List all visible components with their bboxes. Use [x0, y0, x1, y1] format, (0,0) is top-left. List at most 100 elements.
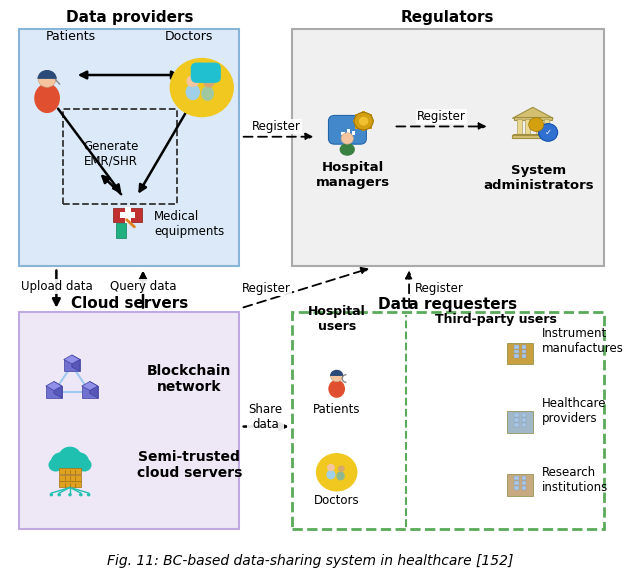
Circle shape — [330, 370, 343, 382]
Polygon shape — [54, 382, 62, 398]
Circle shape — [49, 493, 53, 496]
Bar — [60, 475, 81, 481]
Text: Hospital
users: Hospital users — [308, 305, 365, 333]
Bar — [353, 120, 355, 123]
Bar — [355, 126, 358, 129]
Circle shape — [77, 458, 92, 472]
Circle shape — [68, 493, 72, 496]
Bar — [522, 345, 527, 348]
Bar — [522, 481, 527, 485]
Bar — [508, 411, 533, 433]
Text: Patients: Patients — [46, 30, 96, 42]
Bar — [64, 359, 80, 371]
Text: Doctors: Doctors — [164, 30, 213, 42]
Circle shape — [58, 493, 61, 496]
Bar — [514, 423, 518, 427]
Circle shape — [186, 75, 199, 87]
Text: Doctors: Doctors — [314, 494, 360, 507]
Bar — [362, 129, 365, 131]
Circle shape — [359, 117, 369, 125]
Text: Semi-trusted
cloud servers: Semi-trusted cloud servers — [137, 450, 242, 480]
Text: Blockchain
network: Blockchain network — [147, 364, 232, 394]
Bar — [514, 350, 518, 354]
Bar — [291, 312, 604, 529]
Text: Register: Register — [242, 282, 291, 295]
Bar — [522, 350, 527, 354]
Bar — [125, 207, 131, 223]
Ellipse shape — [328, 380, 345, 398]
Wedge shape — [330, 370, 343, 376]
Text: Third-party users: Third-party users — [435, 313, 557, 325]
Bar — [522, 423, 527, 427]
FancyBboxPatch shape — [191, 62, 221, 83]
Bar — [514, 413, 518, 417]
Text: Register: Register — [417, 110, 466, 123]
Text: Query data: Query data — [109, 280, 176, 293]
Circle shape — [79, 493, 83, 496]
Text: Upload data: Upload data — [20, 280, 92, 293]
Bar — [514, 345, 518, 348]
Circle shape — [354, 112, 373, 130]
Bar — [113, 208, 142, 222]
Text: Healthcare
providers: Healthcare providers — [542, 397, 607, 425]
Ellipse shape — [337, 472, 345, 480]
Bar — [347, 129, 350, 135]
Bar — [514, 117, 552, 120]
Bar — [514, 476, 518, 480]
Circle shape — [316, 453, 358, 492]
Bar — [536, 119, 540, 134]
Bar — [548, 132, 550, 139]
Bar — [63, 109, 177, 203]
Bar — [508, 474, 533, 496]
Bar — [548, 132, 550, 139]
Ellipse shape — [186, 84, 200, 100]
Polygon shape — [46, 382, 62, 390]
Bar — [342, 132, 345, 135]
Ellipse shape — [34, 83, 60, 113]
Circle shape — [49, 458, 63, 472]
Polygon shape — [90, 382, 98, 398]
Bar — [19, 312, 239, 529]
Circle shape — [529, 117, 544, 132]
Bar — [522, 486, 527, 490]
Bar — [372, 120, 374, 123]
Text: Data requesters: Data requesters — [378, 297, 517, 312]
Polygon shape — [72, 355, 80, 371]
Bar — [46, 386, 62, 398]
Bar — [60, 481, 81, 488]
Bar — [82, 386, 98, 398]
Ellipse shape — [340, 143, 355, 156]
Text: Register: Register — [415, 282, 464, 295]
Bar — [514, 418, 518, 422]
Bar — [351, 131, 355, 135]
Text: ✓: ✓ — [545, 128, 552, 137]
Bar — [291, 29, 604, 266]
Text: System
administrators: System administrators — [484, 164, 595, 192]
Bar — [508, 343, 533, 364]
Text: Fig. 11: BC-based data-sharing system in healthcare [152]: Fig. 11: BC-based data-sharing system in… — [107, 554, 513, 568]
Bar — [362, 111, 365, 113]
Bar — [522, 413, 527, 417]
Text: Cloud servers: Cloud servers — [71, 296, 188, 311]
Circle shape — [170, 58, 234, 117]
Bar — [522, 418, 527, 422]
Text: Share
data: Share data — [248, 403, 283, 431]
Circle shape — [341, 133, 353, 144]
Circle shape — [69, 452, 89, 471]
Bar — [369, 126, 372, 129]
Wedge shape — [38, 70, 57, 79]
Text: Instrument
manufactures: Instrument manufactures — [542, 327, 624, 355]
Bar — [355, 113, 358, 116]
Bar — [514, 481, 518, 485]
Text: Research
institutions: Research institutions — [542, 466, 609, 494]
Polygon shape — [64, 355, 80, 364]
Circle shape — [338, 465, 345, 472]
Circle shape — [203, 77, 214, 88]
Bar — [369, 113, 372, 116]
Bar — [120, 212, 135, 218]
Bar — [60, 468, 81, 474]
Bar — [525, 119, 530, 134]
Circle shape — [327, 464, 335, 471]
Polygon shape — [82, 382, 98, 390]
Text: Patients: Patients — [313, 403, 360, 416]
